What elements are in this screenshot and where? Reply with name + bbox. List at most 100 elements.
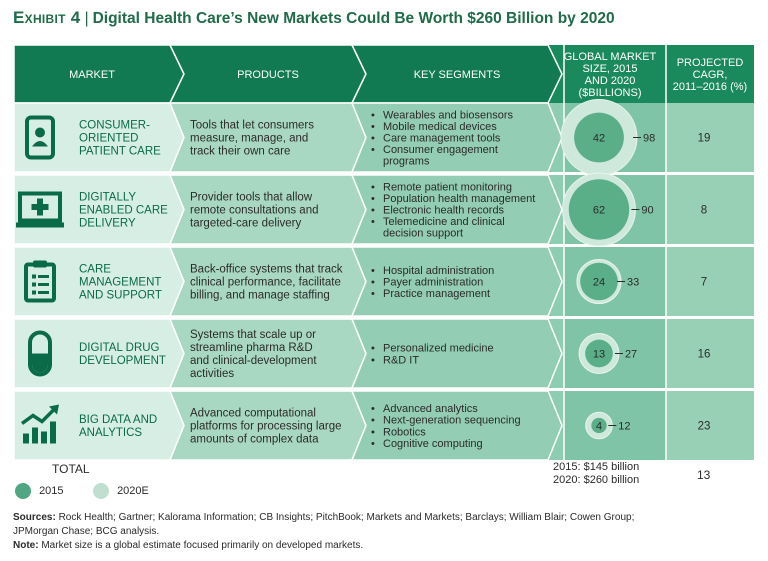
product-description: Advanced computational bbox=[190, 408, 316, 420]
segment-bullet: • bbox=[371, 193, 375, 205]
market-name: CONSUMER- bbox=[79, 120, 150, 132]
header-products: PRODUCTS bbox=[237, 69, 299, 81]
segment-item: Robotics bbox=[383, 426, 426, 438]
product-description: measure, manage, and bbox=[190, 133, 308, 145]
segment-bullet: • bbox=[371, 288, 375, 300]
segment-bullet: • bbox=[371, 205, 375, 217]
total-label: TOTAL bbox=[52, 462, 90, 476]
segment-item: Remote patient monitoring bbox=[383, 181, 512, 193]
legend-2015-swatch bbox=[15, 483, 31, 499]
segment-bullet: • bbox=[371, 343, 375, 355]
segment-bullet: • bbox=[371, 277, 375, 289]
market-name: DIGITAL DRUG bbox=[79, 342, 160, 354]
product-description: Back-office systems that track bbox=[190, 264, 343, 276]
cagr-cell bbox=[666, 175, 754, 244]
segments-cell bbox=[350, 102, 563, 173]
segment-item: Electronic health records bbox=[383, 205, 505, 217]
segment-item: programs bbox=[383, 156, 430, 168]
bubble-2015 bbox=[580, 262, 618, 301]
segments-cell bbox=[350, 246, 563, 317]
segment-item: Practice management bbox=[383, 288, 490, 300]
segment-item: Mobile medical devices bbox=[383, 121, 497, 133]
segment-item: Hospital administration bbox=[383, 265, 494, 277]
segments-cell bbox=[350, 390, 563, 461]
cagr-value: 23 bbox=[698, 421, 711, 433]
segment-bullet: • bbox=[371, 403, 375, 415]
product-description: Tools that let consumers bbox=[190, 120, 314, 132]
market-name: DIGITALLY bbox=[79, 192, 136, 204]
cagr-cell bbox=[666, 103, 754, 172]
total-cagr: 13 bbox=[697, 468, 711, 482]
market-name: DELIVERY bbox=[79, 218, 136, 230]
market-name: ENABLED CARE bbox=[79, 205, 168, 217]
product-description: Systems that scale up or bbox=[190, 329, 316, 341]
header-cagr: CAGR, bbox=[693, 69, 728, 81]
segment-bullet: • bbox=[371, 426, 375, 438]
segment-bullet: • bbox=[371, 109, 375, 121]
value-label-2015: 62 bbox=[593, 205, 605, 217]
segment-item: Care management tools bbox=[383, 133, 501, 145]
sources-text: Rock Health; Gartner; Kalorama Informati… bbox=[58, 512, 635, 523]
total-market-size: 2015: $145 billion 2020: $260 billion bbox=[553, 461, 639, 487]
market-name: MANAGEMENT bbox=[79, 277, 161, 289]
value-label-2020: 98 bbox=[643, 133, 655, 145]
header-market-size: SIZE, 2015 bbox=[582, 63, 637, 75]
title-separator: | bbox=[84, 10, 89, 27]
segment-item: decision support bbox=[383, 228, 463, 240]
market-name: BIG DATA AND bbox=[79, 414, 157, 426]
segment-bullet: • bbox=[371, 216, 375, 228]
exhibit-label: Exhibit 4 bbox=[13, 8, 81, 27]
sources-label: Sources: bbox=[13, 512, 56, 523]
header-market: MARKET bbox=[69, 69, 115, 81]
market-name: AND SUPPORT bbox=[79, 290, 162, 302]
legend-2015-label: 2015 bbox=[39, 484, 64, 497]
header-segments: KEY SEGMENTS bbox=[414, 69, 501, 81]
legend-2020: 2020E bbox=[92, 482, 149, 500]
clipboard-list-icon bbox=[24, 260, 56, 303]
cagr-cell bbox=[666, 391, 754, 460]
segment-bullet: • bbox=[371, 438, 375, 450]
segments-cell bbox=[350, 174, 563, 245]
analytics-chart-icon bbox=[20, 404, 59, 444]
product-description: remote consultations and bbox=[190, 205, 319, 217]
product-description: billing, and manage staffing bbox=[190, 290, 330, 302]
title-text: Digital Health Care’s New Markets Could … bbox=[92, 10, 615, 27]
legend-2015: 2015 bbox=[14, 482, 64, 500]
laptop-medical-cross-icon bbox=[16, 191, 64, 228]
header-market-size: ($BILLIONS) bbox=[579, 87, 642, 99]
sources-text-2: JPMorgan Chase; BCG analysis. bbox=[13, 526, 160, 537]
cagr-cell bbox=[666, 319, 754, 388]
value-label-2020: 33 bbox=[627, 277, 639, 289]
segment-item: Advanced analytics bbox=[383, 403, 478, 415]
segment-item: Cognitive computing bbox=[383, 438, 483, 450]
product-description: activities bbox=[190, 368, 234, 380]
segment-bullet: • bbox=[371, 415, 375, 427]
product-description: platforms for processing large bbox=[190, 421, 341, 433]
product-description: and clinical-development bbox=[190, 355, 317, 367]
product-description: targeted-care delivery bbox=[190, 218, 301, 230]
product-description: Provider tools that allow bbox=[190, 192, 313, 204]
segment-item: Consumer engagement bbox=[383, 144, 498, 156]
segment-item: Telemedicine and clinical bbox=[383, 216, 505, 228]
header-market-size: GLOBAL MARKET bbox=[564, 51, 657, 63]
smartphone-user-icon bbox=[25, 115, 55, 160]
legend-2020-swatch bbox=[93, 483, 109, 499]
segment-item: R&D IT bbox=[383, 354, 419, 366]
value-label-2020: 90 bbox=[641, 205, 653, 217]
segment-bullet: • bbox=[371, 354, 375, 366]
bubble-2015 bbox=[568, 179, 630, 240]
total-2015: 2015: $145 billion bbox=[553, 461, 640, 473]
bubble-2015 bbox=[585, 339, 613, 368]
segment-item: Population health management bbox=[383, 193, 535, 205]
pill-capsule-icon bbox=[28, 330, 52, 377]
segment-bullet: • bbox=[371, 144, 375, 156]
total-2020: 2020: $260 billion bbox=[553, 474, 640, 486]
segment-bullet: • bbox=[371, 265, 375, 277]
product-description: track their own care bbox=[190, 146, 290, 158]
segment-bullet: • bbox=[371, 133, 375, 145]
